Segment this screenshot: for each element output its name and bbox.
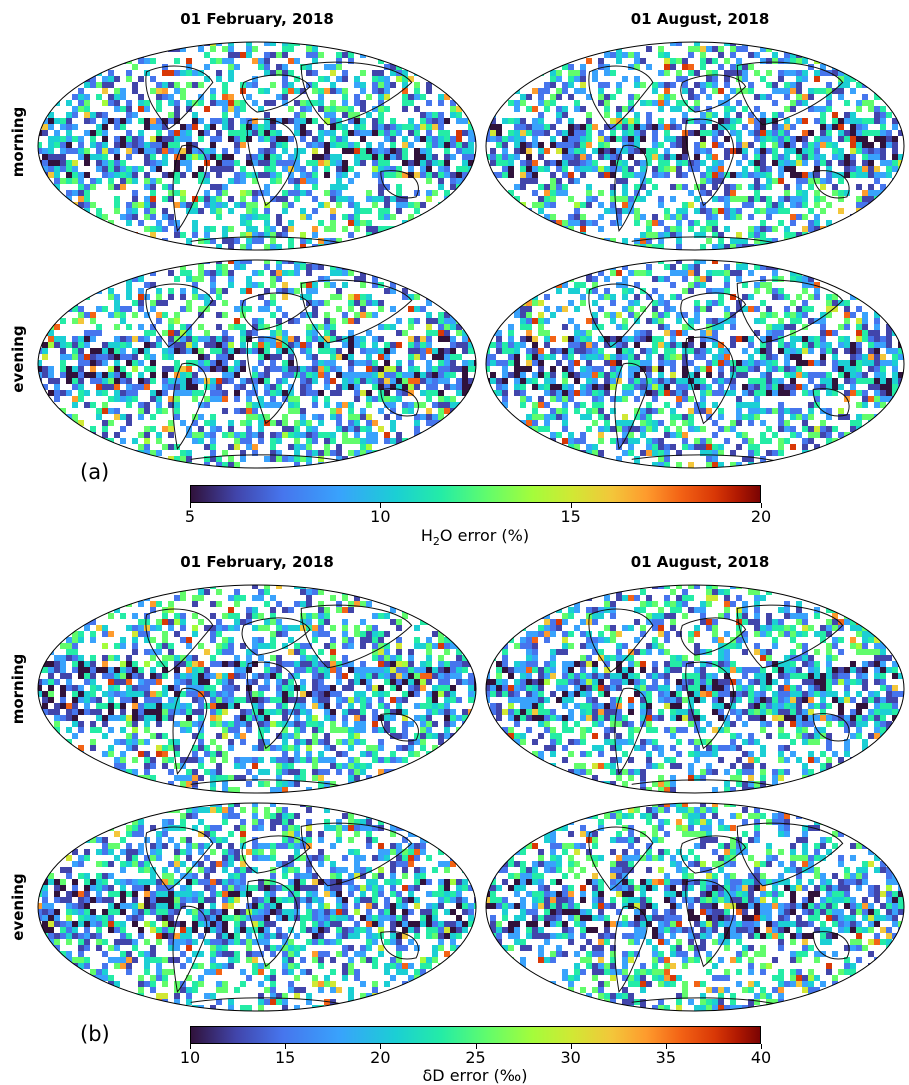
colorbar-tick-label: 5 <box>185 507 195 526</box>
row-label-morning-b: morning <box>9 629 27 749</box>
map-feb-morning-a <box>36 40 478 252</box>
colorbar-tick-label: 20 <box>751 507 771 526</box>
column-title-august-a: 01 August, 2018 <box>550 10 850 28</box>
map-aug-morning-b <box>484 583 906 795</box>
colorbar-label-subscript: 2 <box>433 535 440 548</box>
colorbar-h2o <box>190 485 761 503</box>
map-aug-morning-a <box>484 40 906 252</box>
column-title-august-b: 01 August, 2018 <box>550 553 850 571</box>
colorbar-tick-label: 35 <box>656 1048 676 1067</box>
colorbar-tick-label: 20 <box>370 1048 390 1067</box>
map-feb-evening-b <box>36 801 478 1013</box>
panel-letter-a: (a) <box>80 460 109 484</box>
colorbar-label-deltad: δD error (‰) <box>423 1066 528 1085</box>
colorbar-tick-label: 30 <box>560 1048 580 1067</box>
colorbar-label-rest: O error (%) <box>440 526 529 545</box>
colorbar-deltad <box>190 1026 761 1044</box>
map-feb-morning-b <box>36 583 478 795</box>
map-feb-evening-a <box>36 258 478 470</box>
row-label-morning-a: morning <box>9 82 27 202</box>
colorbar-label-h: H <box>421 526 433 545</box>
row-label-evening-b: evening <box>9 847 27 967</box>
colorbar-tick-label: 25 <box>465 1048 485 1067</box>
colorbar-tick-label: 15 <box>560 507 580 526</box>
colorbar-tick-label: 40 <box>751 1048 771 1067</box>
column-title-february-a: 01 February, 2018 <box>107 10 407 28</box>
colorbar-label-h2o: H2O error (%) <box>421 526 529 548</box>
colorbar-tick-label: 10 <box>180 1048 200 1067</box>
map-aug-evening-b <box>484 801 906 1013</box>
colorbar-tick-label: 10 <box>370 507 390 526</box>
colorbar-tick-label: 15 <box>275 1048 295 1067</box>
row-label-evening-a: evening <box>9 299 27 419</box>
column-title-february-b: 01 February, 2018 <box>107 553 407 571</box>
map-aug-evening-a <box>484 258 906 470</box>
panel-letter-b: (b) <box>80 1022 110 1046</box>
